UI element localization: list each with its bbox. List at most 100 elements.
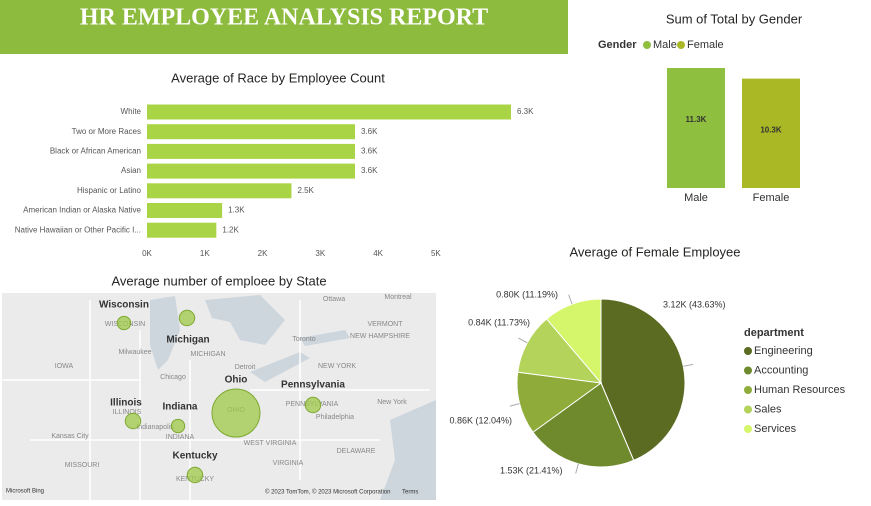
map-label: WEST VIRGINIA (244, 440, 297, 447)
legend-title: Gender (598, 39, 637, 51)
banner (0, 0, 568, 54)
ocean (380, 400, 436, 500)
map-label: Montreal (384, 294, 412, 301)
bar (147, 104, 511, 120)
state-label: Indiana (162, 402, 197, 413)
map-label: ILLINOIS (113, 409, 142, 416)
legend-swatch (643, 41, 651, 49)
legend-swatch (744, 405, 752, 414)
roads (2, 300, 430, 500)
category-label: Asian (121, 166, 141, 175)
map-label: Philadelphia (316, 414, 354, 421)
bar (147, 124, 355, 140)
map-label: MISSOURI (65, 462, 100, 469)
category-label: Female (753, 192, 790, 204)
pie-slice (600, 298, 686, 462)
leader-line (575, 463, 579, 474)
bar (147, 163, 355, 179)
map-label: VIRGINIA (273, 460, 304, 467)
legend-label: Engineering (754, 345, 813, 357)
bubble (304, 396, 322, 414)
value-label: 3.6K (361, 166, 378, 175)
pie-slice (545, 298, 602, 385)
state-label: Wisconsin (99, 300, 149, 311)
category-label: Two or More Races (72, 127, 141, 136)
map-label: DELAWARE (337, 448, 376, 455)
map-label: Chicago (160, 374, 186, 381)
map-label: NEW YORK (318, 363, 356, 370)
x-tick-label: 3K (315, 249, 325, 258)
brand: Microsoft Bing (6, 489, 44, 495)
category-label: American Indian or Alaska Native (23, 206, 141, 215)
legend-label: Female (687, 39, 724, 51)
bubble (211, 388, 261, 438)
state-label: Illinois (110, 398, 142, 409)
bubble (124, 412, 142, 430)
report-title: HR EMPLOYEE ANALYSIS REPORT (80, 5, 488, 31)
lake-erie (250, 352, 310, 382)
value-label: 1.2K (222, 225, 239, 234)
x-tick-label: 5K (431, 249, 441, 258)
value-label: 11.3K (686, 115, 707, 124)
category-label: Black or African American (50, 147, 141, 156)
lake-ontario (300, 330, 350, 346)
chart-title: Average number of emploee by State (111, 273, 326, 288)
map-label: NEW HAMPSHIRE (350, 333, 410, 340)
value-label: 3.6K (361, 147, 378, 156)
chart-title: Sum of Total by Gender (666, 11, 803, 26)
state-label: Pennsylvania (281, 380, 345, 391)
map-label: INDIANA (166, 434, 195, 441)
legend-label: Human Resources (754, 384, 846, 396)
category-label: Hispanic or Latino (77, 186, 142, 195)
map-label: New York (377, 399, 407, 406)
bar (742, 78, 800, 188)
legend-swatch (744, 386, 752, 394)
leader-line (683, 363, 694, 367)
pie-slice (516, 371, 603, 433)
value-label: 3.6K (361, 127, 378, 136)
value-label: 1.3K (228, 206, 245, 215)
map-label: MICHIGAN (191, 351, 226, 358)
map-label: Indianapolis (136, 424, 174, 431)
category-label: Native Hawaiian or Other Pacific I... (15, 225, 141, 234)
chart-title: Average of Female Employee (569, 244, 740, 259)
value-label: 0.86K (12.04%) (449, 415, 512, 425)
leader-line (509, 403, 520, 407)
lake-huron (205, 295, 285, 345)
legend-swatch (744, 425, 752, 433)
value-label: 1.53K (21.41%) (500, 465, 563, 475)
bar (147, 143, 355, 159)
map-label: Ottawa (323, 296, 345, 303)
value-label: 0.84K (11.73%) (468, 317, 530, 327)
bubble (186, 466, 204, 484)
map-label: Kansas City (51, 433, 89, 440)
leader-line (518, 337, 528, 344)
map-label: Detroit (235, 364, 256, 371)
state-label: Ohio (225, 375, 248, 386)
category-label: White (121, 107, 142, 116)
value-label: 2.5K (297, 186, 314, 195)
x-tick-label: 4K (373, 249, 383, 258)
x-tick-label: 1K (200, 249, 210, 258)
bar (147, 222, 217, 238)
bubble (178, 309, 196, 327)
bar (147, 183, 292, 199)
state-label: Kentucky (172, 451, 217, 462)
legend-label: Services (754, 423, 797, 435)
pie-slice (532, 382, 635, 468)
terms-link[interactable]: Terms (402, 490, 418, 496)
map-label: IOWA (55, 363, 74, 370)
value-label: 6.3K (517, 107, 534, 116)
state-label: Michigan (166, 335, 209, 346)
map-label: Toronto (292, 336, 315, 343)
bar (147, 203, 223, 218)
value-label: 0.80K (11.19%) (496, 289, 558, 299)
map-label: Milwaukee (118, 349, 151, 356)
chart-title: Average of Race by Employee Count (171, 70, 385, 85)
bubble (116, 315, 132, 331)
value-label: 10.3K (760, 126, 782, 135)
x-tick-label: 0K (142, 249, 152, 258)
legend-title: department (744, 327, 804, 339)
value-label: 3.12K (43.63%) (663, 299, 726, 309)
legend-swatch (677, 41, 685, 49)
